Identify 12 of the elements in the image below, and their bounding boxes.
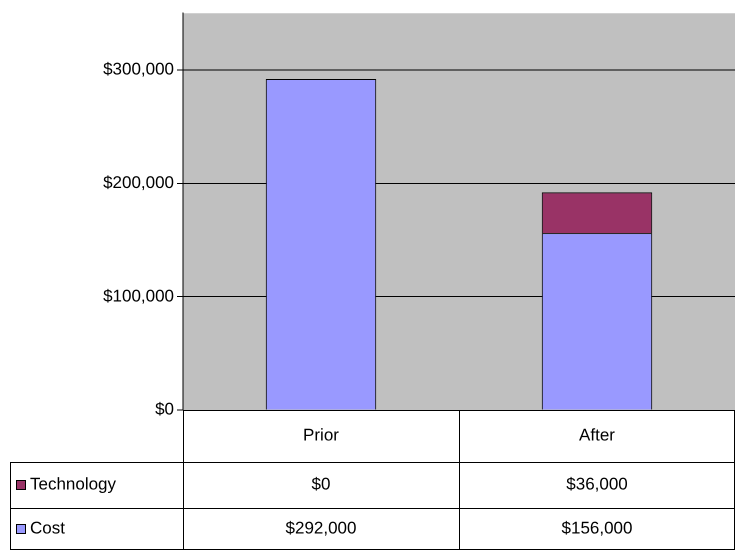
data-label: $292,000	[286, 518, 356, 538]
y-tick-label: $100,000	[103, 286, 174, 306]
legend-label: Cost	[30, 518, 66, 538]
x-tick-label: Prior	[303, 426, 340, 445]
data-label: $156,000	[562, 518, 632, 538]
y-tick-label: $200,000	[103, 172, 174, 192]
data-label: $0	[312, 474, 330, 494]
data-label: $36,000	[566, 474, 628, 494]
y-tick-label: $0	[155, 400, 174, 419]
x-tick-label: After	[579, 426, 616, 445]
y-tick-label: $300,000	[103, 60, 174, 79]
legend-label: Technology	[30, 474, 117, 494]
